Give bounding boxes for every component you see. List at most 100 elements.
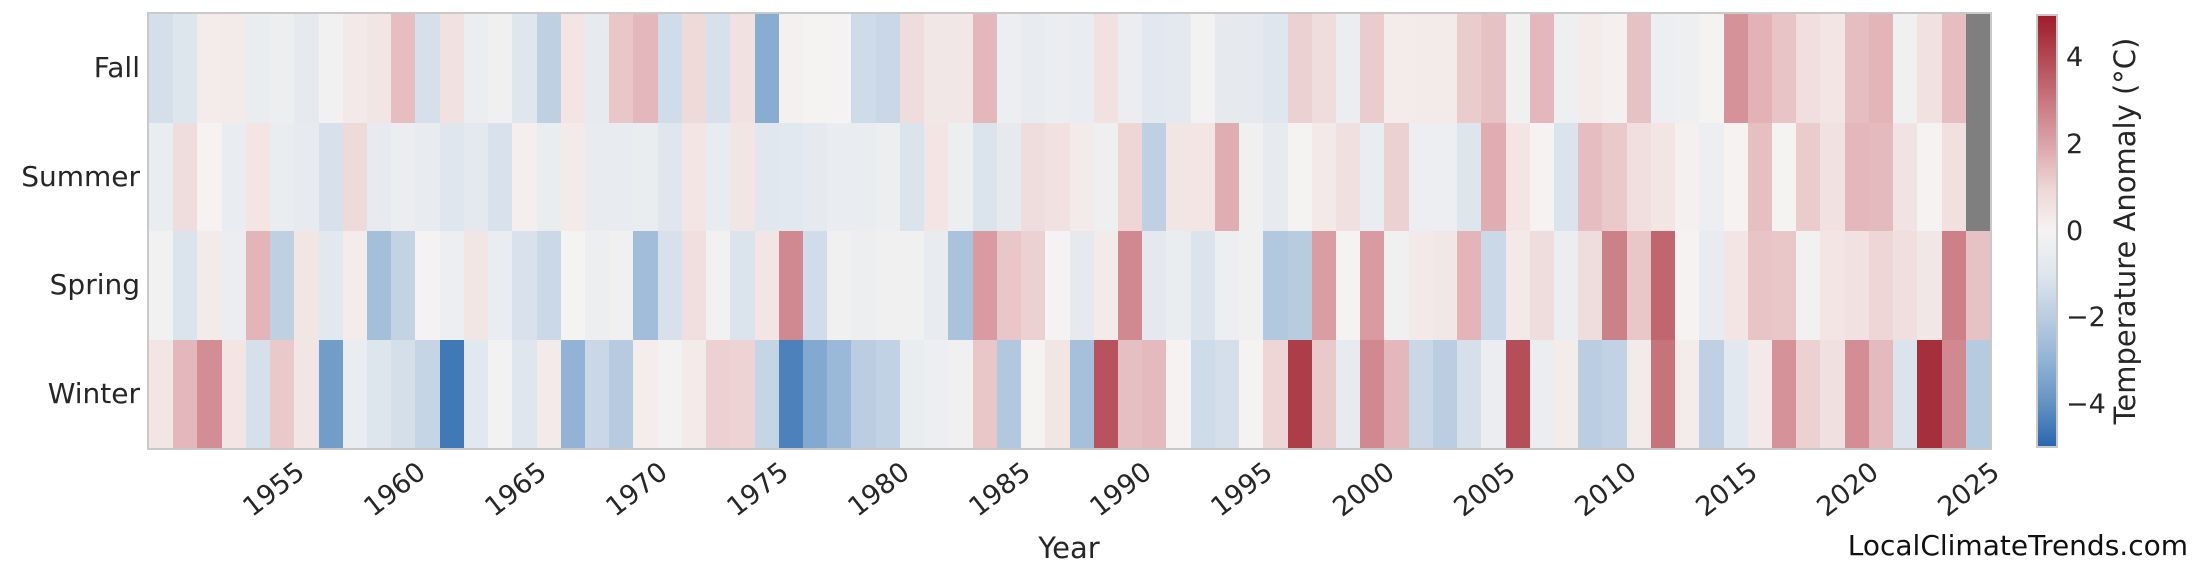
heatmap-cell: [657, 339, 683, 449]
heatmap-cell: [1820, 339, 1846, 449]
heatmap-cell: [1190, 14, 1216, 124]
heatmap-cell: [1311, 339, 1337, 449]
heatmap-cell: [706, 14, 731, 124]
heatmap-cell: [1626, 122, 1652, 232]
heatmap-cell: [512, 122, 538, 232]
heatmap-cell: [633, 14, 659, 124]
heatmap-cell: [924, 14, 949, 124]
heatmap-cell: [245, 122, 271, 232]
heatmap-cell: [512, 231, 538, 341]
heatmap-cell: [585, 122, 610, 232]
heatmap-cell: [1335, 14, 1361, 124]
heatmap-cell: [1384, 122, 1410, 232]
heatmap-cell: [803, 122, 828, 232]
heatmap-cell: [1553, 339, 1579, 449]
heatmap-cell: [560, 231, 586, 341]
heatmap-cell: [1142, 14, 1167, 124]
colorbar-gradient: [2036, 14, 2058, 448]
heatmap-cell: [1021, 14, 1046, 124]
x-tick-1975: 1975: [721, 456, 795, 524]
heatmap-cell: [924, 339, 949, 449]
heatmap-cell: [1771, 14, 1797, 124]
heatmap-cell: [1868, 122, 1894, 232]
heatmap-cell: [1941, 122, 1967, 232]
heatmap-cell: [391, 122, 417, 232]
heatmap-cell: [536, 122, 562, 232]
heatmap-cell: [948, 122, 974, 232]
heatmap-cell: [149, 14, 174, 124]
heatmap-cell: [1699, 122, 1725, 232]
heatmap-cell: [149, 231, 174, 341]
heatmap-cell: [1796, 231, 1822, 341]
heatmap-cell: [899, 14, 925, 124]
row-label-fall: Fall: [93, 51, 140, 85]
heatmap-cell: [827, 339, 853, 449]
heatmap-cell: [1723, 122, 1749, 232]
heatmap-cell: [609, 14, 635, 124]
heatmap-cell: [1941, 14, 1967, 124]
heatmap-cell: [972, 339, 998, 449]
heatmap-cell: [1868, 339, 1894, 449]
heatmap-cell: [875, 122, 901, 232]
heatmap-cell: [996, 14, 1022, 124]
heatmap-cell: [1335, 339, 1361, 449]
heatmap-cell: [1457, 14, 1482, 124]
heatmap-cell: [803, 14, 828, 124]
heatmap-cell: [318, 14, 344, 124]
heatmap-cell: [657, 14, 683, 124]
heatmap-cell: [488, 122, 513, 232]
heatmap-cell: [560, 14, 586, 124]
heatmap-cell: [1820, 231, 1846, 341]
heatmap-cell: [1529, 14, 1555, 124]
heatmap-cell: [1214, 231, 1240, 341]
heatmap-cell: [1311, 122, 1337, 232]
heatmap-cell: [1505, 339, 1531, 449]
heatmap-cell: [706, 231, 731, 341]
heatmap-cell: [391, 231, 417, 341]
heatmap-cell: [1021, 231, 1046, 341]
heatmap-cell: [1166, 231, 1192, 341]
x-tick-2015: 2015: [1690, 456, 1764, 524]
heatmap-cell: [1941, 231, 1967, 341]
x-tick-1960: 1960: [357, 456, 432, 524]
heatmap-cell: [633, 122, 659, 232]
heatmap-cell: [463, 122, 489, 232]
heatmap-cell: [754, 122, 780, 232]
heatmap-cell: [1384, 14, 1410, 124]
heatmap-cell: [1311, 14, 1337, 124]
heatmap-cell: [1796, 122, 1822, 232]
heatmap-cell: [851, 231, 877, 341]
heatmap-cell: [1675, 231, 1700, 341]
heatmap-cell: [778, 122, 804, 232]
heatmap-cell: [730, 14, 756, 124]
heatmap-cell: [1796, 14, 1822, 124]
heatmap-cell: [1360, 339, 1385, 449]
heatmap-cell: [173, 339, 199, 449]
heatmap-cell: [1747, 122, 1773, 232]
heatmap-cell: [149, 339, 174, 449]
heatmap-cell: [536, 339, 562, 449]
heatmap-cell: [1166, 339, 1192, 449]
heatmap-cell: [463, 231, 489, 341]
heatmap-cell: [221, 122, 247, 232]
heatmap-cell: [972, 231, 998, 341]
heatmap-cell: [585, 339, 610, 449]
heatmap-cell: [1868, 14, 1894, 124]
heatmap-cell: [851, 339, 877, 449]
heatmap-cell: [1287, 122, 1313, 232]
heatmap-cell: [778, 14, 804, 124]
heatmap-cell: [1505, 14, 1531, 124]
heatmap-cell: [463, 14, 489, 124]
heatmap-cell: [1117, 122, 1143, 232]
heatmap-cell: [706, 122, 731, 232]
heatmap-cell: [1457, 339, 1482, 449]
heatmap-cell: [197, 231, 223, 341]
heatmap-cell: [1069, 14, 1095, 124]
heatmap-cell: [1287, 339, 1313, 449]
heatmap-cell: [318, 339, 344, 449]
colorbar-title: Temperature Anomaly (°C): [2108, 37, 2142, 425]
heatmap-cell: [1578, 339, 1603, 449]
heatmap-cell: [367, 14, 392, 124]
heatmap-cell: [1263, 14, 1289, 124]
heatmap-cell: [754, 14, 780, 124]
